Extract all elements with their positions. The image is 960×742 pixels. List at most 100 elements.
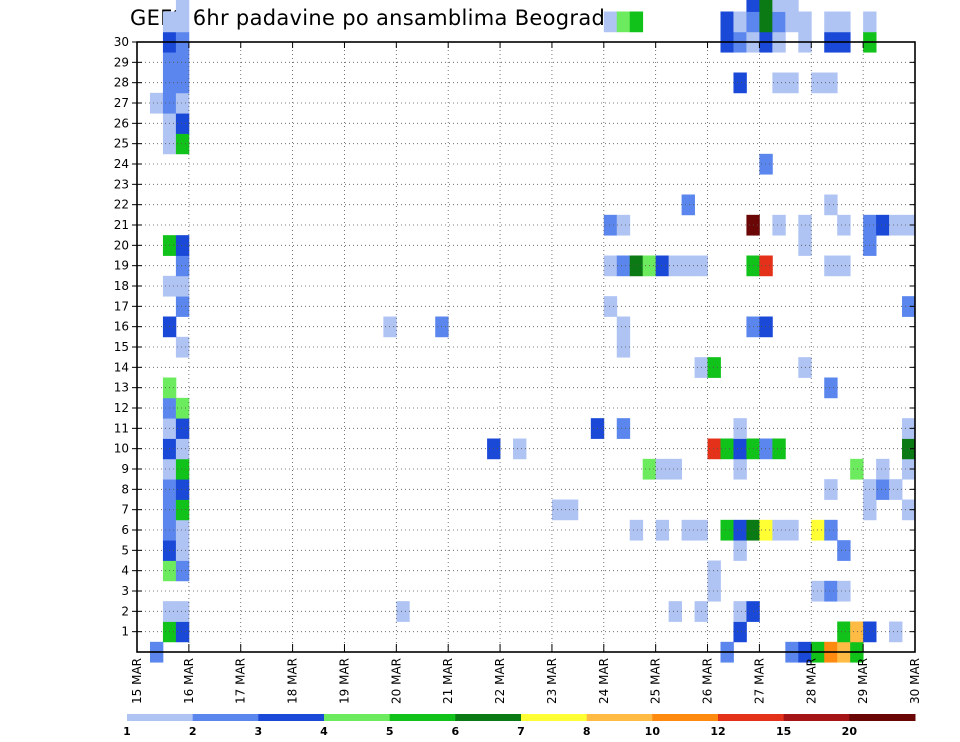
legend-swatch [783,714,850,721]
y-tick-label: 7 [121,503,129,517]
y-tick-label: 29 [114,55,129,69]
y-tick-label: 14 [114,360,129,374]
precip-cell [175,438,190,460]
precip-cell [902,499,916,521]
precip-cell [876,214,890,236]
precip-cell [837,621,851,643]
precip-cell [785,72,799,94]
precip-cell [785,0,799,12]
precip-cell [175,296,190,317]
legend-swatch [258,714,325,721]
precip-cell [175,418,190,439]
precip-cell [175,113,190,134]
precip-cell [759,0,773,12]
precip-cell [837,580,851,602]
precip-cell [175,255,190,277]
precip-cell [772,438,786,460]
legend-label: 4 [320,725,328,738]
precip-cell [902,438,916,460]
precip-cell [175,235,190,256]
precip-cell [837,214,851,236]
legend-swatch [127,714,194,721]
precip-cell [876,479,890,500]
precip-cell [798,357,812,378]
precip-cell [513,438,527,460]
precip-cell [824,72,838,94]
x-tick-label: 29 MAR [856,658,870,704]
precip-cell [175,11,190,33]
y-tick-label: 15 [114,340,129,354]
legend-label: 20 [842,725,858,738]
legend-swatch [849,714,916,721]
x-tick-label: 15 MAR [130,658,144,704]
precip-cell [707,438,721,460]
legend-label: 5 [386,725,394,738]
precip-cell [850,458,864,480]
precip-cell [655,519,670,541]
precip-cell [902,296,916,317]
chart-title: GEFS 6hr padavine po ansamblima Beograd [130,6,606,30]
y-tick-label: 26 [114,116,129,130]
precip-cell [655,458,670,480]
precip-cell [759,153,773,175]
legend-label: 1 [123,725,131,738]
legend-swatch [455,714,522,721]
precip-cell [175,479,190,500]
precip-cell [175,499,190,521]
precip-cell [681,255,695,277]
precip-cell [733,418,747,439]
precip-cell [785,519,799,541]
precip-cell [551,499,566,521]
precip-cell [759,519,773,541]
precip-cell [733,601,747,622]
y-tick-label: 9 [121,462,129,476]
precip-cell [175,92,190,114]
precip-cell [824,11,838,33]
y-tick-label: 6 [121,523,129,537]
precip-cell [383,316,397,338]
precip-cell [681,519,695,541]
precip-cell [850,621,864,643]
y-tick-label: 3 [121,584,129,598]
precip-cell [733,11,747,33]
color-legend: 1 2 3 4 5 6 7 8 10 12 15 20 [123,714,916,738]
precip-cell [837,540,851,561]
precip-cell [902,214,916,236]
precip-cell [629,519,644,541]
precip-cell [149,92,164,114]
y-tick-label: 21 [114,218,129,232]
precip-cell [837,11,851,33]
precip-cell [759,316,773,338]
precip-cell [707,357,721,378]
legend-swatch [192,714,259,721]
precip-cell [175,519,190,541]
precip-cell [824,519,838,541]
precip-cell [175,397,190,419]
precip-cell [175,621,190,643]
y-tick-label: 1 [121,625,129,639]
precip-cell [720,519,734,541]
precip-cell [824,580,838,602]
y-tick-label: 18 [114,279,129,293]
legend-swatch [718,714,785,721]
y-tick-label: 20 [114,238,129,252]
precip-cell [175,72,190,94]
y-tick-label: 12 [114,401,129,415]
y-tick-label: 8 [121,482,129,496]
legend-label: 3 [255,725,263,738]
precip-cell [616,336,631,358]
cells-layer [149,0,916,663]
x-tick-label: 26 MAR [701,658,715,704]
precip-cell [772,0,786,12]
precip-cell [720,438,734,460]
precip-cell [902,458,916,480]
legend-swatch [389,714,456,721]
precip-cell [733,458,747,480]
precip-cell [616,316,631,338]
precip-cell [746,0,760,12]
y-tick-label: 10 [114,442,129,456]
y-tick-label: 30 [114,35,129,49]
legend-label: 7 [517,725,525,738]
precip-cell [175,601,190,622]
